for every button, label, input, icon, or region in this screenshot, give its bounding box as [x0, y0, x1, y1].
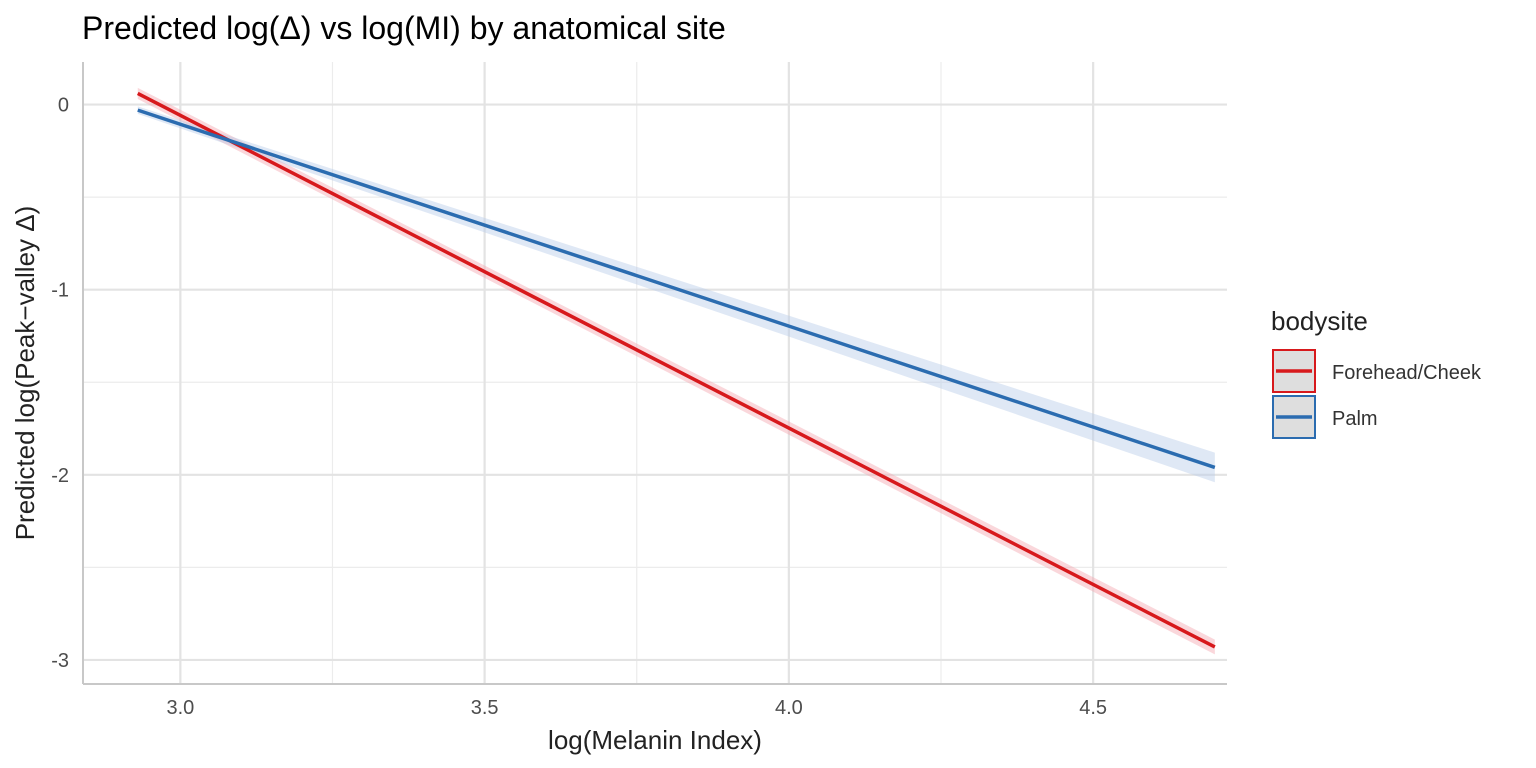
- series-line-forehead-cheek: [136, 91, 1216, 649]
- x-axis-ticks: 3.0 3.5 4.0 4.5: [166, 697, 1107, 719]
- chart-title: Predicted log(Δ) vs log(MI) by anatomica…: [82, 10, 726, 46]
- x-tick-label: 3.0: [166, 697, 194, 719]
- grid: [83, 62, 1227, 684]
- series-line-palm: [137, 108, 1216, 470]
- x-tick-label: 3.5: [471, 697, 499, 719]
- y-axis-ticks: 0 -1 -2 -3: [51, 95, 69, 672]
- legend-items: Forehead/Cheek Palm: [1272, 349, 1482, 439]
- y-tick-label: -1: [51, 280, 69, 302]
- y-tick-label: 0: [58, 95, 69, 117]
- x-axis-title: log(Melanin Index): [548, 725, 762, 755]
- x-tick-label: 4.0: [775, 697, 803, 719]
- x-tick-label: 4.5: [1079, 697, 1107, 719]
- legend-label-forehead-cheek: Forehead/Cheek: [1332, 362, 1482, 384]
- legend-title: bodysite: [1271, 306, 1368, 336]
- series-lines: [136, 91, 1216, 649]
- legend: bodysite Forehead/Cheek Palm: [1271, 306, 1482, 439]
- legend-item-forehead-cheek: Forehead/Cheek: [1272, 349, 1482, 393]
- y-tick-label: -3: [51, 650, 69, 672]
- legend-label-palm: Palm: [1332, 408, 1378, 430]
- legend-item-palm: Palm: [1272, 395, 1378, 439]
- y-tick-label: -2: [51, 465, 69, 487]
- y-axis-title: Predicted log(Peak−valley Δ): [10, 206, 40, 541]
